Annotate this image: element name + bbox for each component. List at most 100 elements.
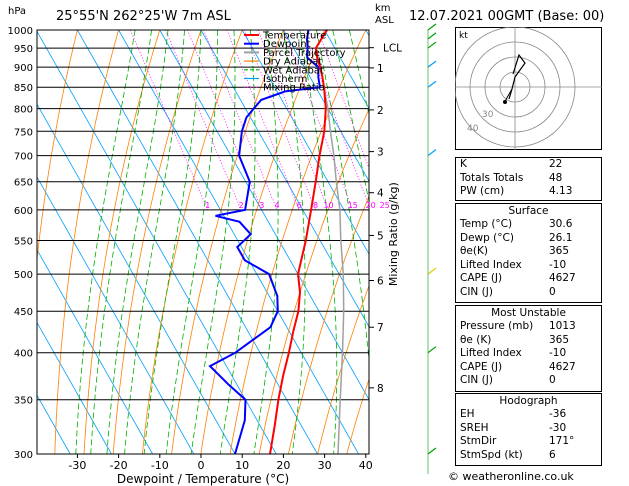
legend-label: Isotherm xyxy=(263,74,307,85)
x-axis-label: Dewpoint / Temperature (°C) xyxy=(117,472,289,486)
mixing-ratio-label: 4 xyxy=(274,201,279,210)
isotherm-line xyxy=(159,30,369,401)
hodograph-ring-label: 30 xyxy=(482,110,494,120)
most-unstable-value: 0 xyxy=(549,374,556,387)
pressure-tick-label: 450 xyxy=(14,307,33,318)
wet-adiabat-line xyxy=(75,30,136,454)
datetime-title: 12.07.2021 00GMT (Base: 00) xyxy=(409,9,605,24)
pressure-tick-label: 850 xyxy=(14,83,33,94)
isotherm-line xyxy=(283,30,369,183)
km-tick-label: 1 xyxy=(377,63,384,75)
most-unstable-value: 1013 xyxy=(549,320,576,332)
hodograph-row: SREH -30 xyxy=(456,422,601,436)
wet-adiabat-line xyxy=(90,30,152,454)
surface-table: Surface Temp (°C) 30.6 Dewp (°C) 26.1 θe(K) 3… xyxy=(455,203,602,303)
legend-label: Parcel Trajectory xyxy=(263,48,346,59)
dry-adiabat-line xyxy=(37,30,78,263)
dewpoint-line xyxy=(208,30,322,454)
surface-value: 26.1 xyxy=(549,231,573,244)
most-unstable-label: CAPE (J) xyxy=(460,360,503,373)
dry-adiabat-line xyxy=(54,30,119,454)
temperature-tick-label: -20 xyxy=(110,459,128,472)
hodograph-ring-label: 40 xyxy=(467,124,479,134)
index-row: K 22 xyxy=(456,158,601,172)
wind-barb-icon xyxy=(427,447,437,455)
surface-row: Dewp (°C) 26.1 xyxy=(456,232,601,246)
hodograph-unit-label: kt xyxy=(459,31,468,41)
index-label: Totals Totals xyxy=(460,171,524,184)
dry-adiabat-line xyxy=(405,30,445,454)
lcl-label: LCL xyxy=(383,43,402,55)
index-value: 4.13 xyxy=(549,185,573,198)
mixing-ratio-label: 15 xyxy=(348,201,358,210)
wind-barb-icon xyxy=(427,149,437,157)
most-unstable-label: CIN (J) xyxy=(460,374,493,387)
plot-area xyxy=(37,30,445,454)
mixing-ratio-label: 6 xyxy=(297,201,302,210)
plot-frame xyxy=(36,29,370,455)
km-tick-label: 2 xyxy=(377,105,384,117)
index-label: K xyxy=(460,158,467,170)
isotherm-line xyxy=(37,248,153,454)
temperature-tick-label: 10 xyxy=(235,459,249,472)
surface-label: CIN (J) xyxy=(460,285,493,298)
wet-adiabat-line xyxy=(106,30,169,454)
legend-label: Dry Adiabat xyxy=(263,57,322,68)
temperature-tick-label: 40 xyxy=(359,459,373,472)
isotherm-line xyxy=(324,30,369,110)
km-tick-label: 5 xyxy=(377,230,384,242)
km-tick-label: 6 xyxy=(377,276,384,288)
pressure-tick-label: 650 xyxy=(14,178,33,189)
pressure-tick-label: 1000 xyxy=(8,26,33,37)
most-unstable-row: θe (K) 365 xyxy=(456,334,601,348)
surface-value: 0 xyxy=(549,285,556,298)
hodograph-row: StmDir 171° xyxy=(456,435,601,449)
surface-value: 30.6 xyxy=(549,218,573,230)
most-unstable-label: Lifted Index xyxy=(460,347,522,360)
mixing-ratio-label: 8 xyxy=(313,201,318,210)
temperature-tick-label: -30 xyxy=(68,459,86,472)
dry-adiabat-line xyxy=(288,195,369,454)
mixing-ratio-axis-label: Mixing Ratio (g/kg) xyxy=(387,182,400,286)
pressure-tick-label: 800 xyxy=(14,105,33,116)
index-row: PW (cm) 4.13 xyxy=(456,185,601,199)
surface-row: CAPE (J) 4627 xyxy=(456,272,601,286)
legend-label: Temperature xyxy=(262,31,326,42)
surface-value: 365 xyxy=(549,245,570,258)
wind-barb-icon xyxy=(427,267,437,275)
index-value: 22 xyxy=(549,158,563,170)
dry-adiabat-line xyxy=(434,30,445,454)
dry-adiabat-line xyxy=(112,30,202,454)
wet-adiabat-line xyxy=(283,30,306,454)
storm-motion-marker xyxy=(503,100,507,104)
hodograph-label: EH xyxy=(460,408,475,420)
temperature-tick-label: 30 xyxy=(318,459,332,472)
most-unstable-label: Pressure (mb) xyxy=(460,320,534,332)
km-tick-label: 8 xyxy=(377,383,384,395)
mixing-ratio-label: 3 xyxy=(259,201,264,210)
pressure-tick-label: 350 xyxy=(14,396,33,407)
pressure-tick-label: 550 xyxy=(14,237,33,248)
wind-barb-icon xyxy=(427,23,437,31)
isotherm-line xyxy=(118,30,359,454)
km-label: km xyxy=(375,3,391,14)
pressure-tick-label: 950 xyxy=(14,44,33,55)
asl-label: ASL xyxy=(375,15,394,26)
most-unstable-row: Lifted Index -10 xyxy=(456,347,601,361)
legend-label: Wet Adiabat xyxy=(263,65,324,76)
credit: © weatheronline.co.uk xyxy=(448,470,574,483)
wind-barb-icon xyxy=(427,346,437,354)
surface-title: Surface xyxy=(508,205,549,217)
most-unstable-value: 4627 xyxy=(549,360,576,373)
hodograph-table-title: Hodograph xyxy=(499,395,558,407)
hodograph-label: SREH xyxy=(460,421,489,434)
hodograph-value: 6 xyxy=(549,448,556,461)
surface-row: Temp (°C) 30.6 xyxy=(456,218,601,232)
km-tick-label: 3 xyxy=(377,147,384,159)
most-unstable-table: Most Unstable Pressure (mb) 1013 θe (K) 365… xyxy=(455,305,602,392)
wind-barb-icon xyxy=(427,80,437,88)
skewt-chart: 3003504004505005506006507007508008509009… xyxy=(8,23,445,486)
most-unstable-value: 365 xyxy=(549,333,570,346)
wind-barb-icon xyxy=(427,60,437,68)
wet-adiabat-line xyxy=(253,30,279,454)
